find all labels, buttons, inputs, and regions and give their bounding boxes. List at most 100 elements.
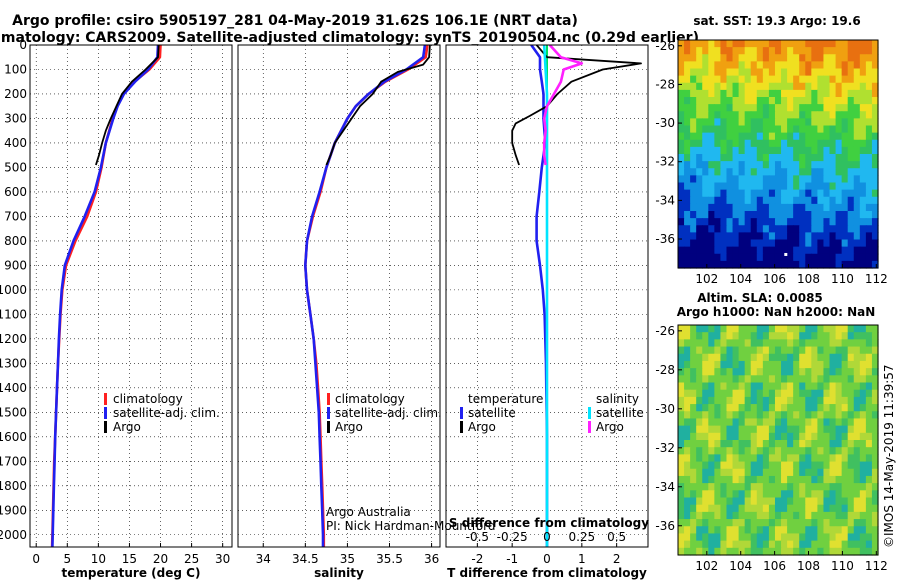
map-cell — [720, 125, 728, 134]
map-cell — [726, 483, 734, 491]
map-cell — [787, 504, 794, 513]
map-cell — [744, 104, 752, 112]
map-cell — [811, 260, 818, 269]
map-cell — [684, 425, 691, 434]
map-lat-label: -36 — [655, 519, 675, 533]
map-cell — [750, 360, 758, 369]
map-cell — [756, 447, 764, 455]
map-cell — [690, 54, 697, 62]
map-cell — [781, 161, 788, 169]
map-cell — [817, 118, 825, 127]
map-cell — [684, 411, 691, 420]
map-cell — [768, 40, 776, 48]
map-cell — [847, 425, 855, 434]
map-cell — [823, 475, 831, 484]
map-cell — [781, 125, 788, 134]
map-cell — [871, 440, 879, 448]
map-cell — [762, 154, 770, 162]
map-cell — [859, 411, 867, 420]
map-cell — [774, 118, 782, 127]
map-cell — [708, 490, 715, 499]
map-cell — [738, 540, 746, 549]
map-cell — [708, 189, 715, 198]
map-cell — [871, 325, 879, 333]
map-cell — [817, 111, 825, 119]
map-cell — [847, 82, 855, 91]
map-cell — [781, 454, 788, 463]
map-cell — [732, 461, 740, 470]
map-cell — [853, 146, 861, 155]
map-cell — [714, 425, 722, 434]
map-cell — [768, 425, 776, 434]
map-cell — [750, 332, 758, 340]
map-cell — [678, 211, 685, 219]
map-cell — [726, 519, 734, 527]
map-cell — [847, 104, 855, 112]
map-cell — [793, 540, 800, 549]
map-cell — [817, 68, 825, 77]
map-cell — [732, 353, 740, 362]
secondary-axis-label: S difference from climatology — [449, 516, 649, 530]
map-cell — [756, 461, 764, 470]
map-cell — [726, 375, 734, 384]
map-cell — [696, 497, 703, 506]
map-cell — [817, 411, 825, 420]
map-cell — [865, 47, 873, 55]
map-cell — [750, 540, 758, 549]
map-cell — [750, 475, 758, 484]
map-cell — [865, 161, 873, 169]
map-cell — [756, 504, 764, 513]
map-cell — [853, 253, 861, 262]
map-cell — [750, 497, 758, 506]
map-lon-label: 110 — [831, 272, 854, 286]
map-cell — [738, 225, 746, 233]
map-cell — [732, 346, 740, 355]
map-cell — [768, 519, 776, 527]
map-cell — [732, 61, 740, 70]
map-cell — [781, 447, 788, 455]
map-cell — [702, 454, 709, 463]
map-cell — [732, 425, 740, 434]
map-cell — [768, 104, 776, 112]
map-cell — [750, 461, 758, 470]
map-cell — [732, 175, 740, 184]
map-cell — [823, 54, 831, 62]
temperature-panel: 0 5 10 15 20 25 300100200300400500600700800900… — [0, 38, 233, 580]
map-cell — [720, 368, 728, 376]
map-cell — [871, 104, 879, 112]
map-cell — [714, 447, 722, 455]
map-cell — [678, 47, 685, 55]
map-cell — [865, 526, 873, 535]
map-cell — [799, 483, 806, 491]
map-cell — [690, 139, 697, 148]
map-cell — [829, 82, 837, 91]
credit-organisation: Argo Australia — [326, 505, 411, 519]
map-cell — [847, 211, 855, 219]
map-cell — [762, 182, 770, 191]
map-cell — [841, 61, 849, 70]
map-cell — [829, 519, 837, 527]
map-cell — [762, 382, 770, 391]
map-cell — [793, 440, 800, 448]
map-cell — [817, 375, 825, 384]
map-cell — [690, 389, 697, 398]
map-cell — [768, 511, 776, 520]
map-cell — [732, 339, 740, 348]
map-cell — [684, 332, 691, 340]
map-cell — [696, 125, 703, 134]
map-cell — [823, 389, 831, 398]
map-cell — [690, 432, 697, 441]
map-cell — [720, 339, 728, 348]
map-cell — [690, 196, 697, 205]
legend-swatch-climatology — [104, 393, 107, 405]
map-cell — [696, 89, 703, 98]
map-cell — [774, 89, 782, 98]
map-cell — [774, 132, 782, 141]
map-cell — [853, 497, 861, 506]
map-cell — [841, 497, 849, 506]
map-cell — [811, 475, 818, 484]
map-cell — [738, 232, 746, 241]
map-cell — [738, 89, 746, 98]
map-cell — [859, 475, 867, 484]
map-cell — [817, 61, 825, 70]
